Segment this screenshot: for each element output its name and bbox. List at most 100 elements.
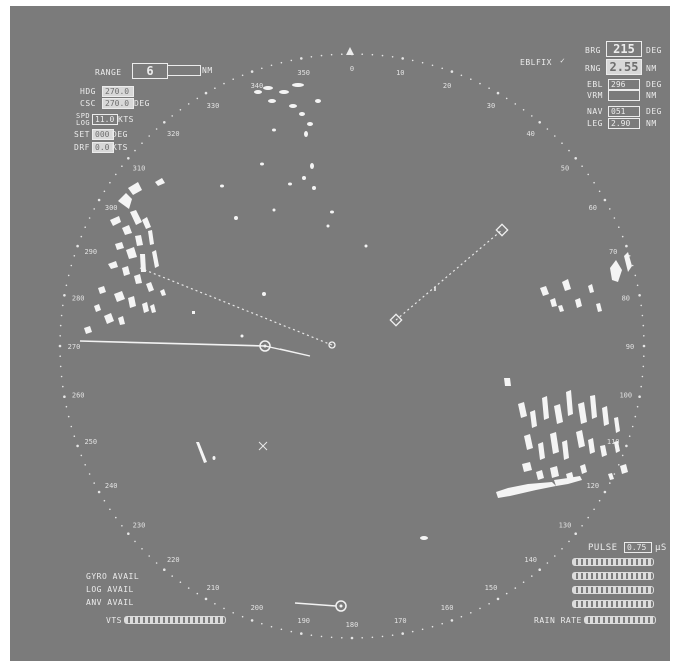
rng-label: RNG xyxy=(585,64,601,73)
radar-scope[interactable]: 0 10 20 30 40 50 60 70 80 90 100 110 120 130 140 150 160… xyxy=(10,6,670,661)
bearing-tick xyxy=(80,235,83,238)
range-secondary-field[interactable] xyxy=(167,65,201,76)
bearing-tick xyxy=(121,165,123,167)
bearing-tick xyxy=(561,142,563,144)
bearing-tick xyxy=(628,435,631,438)
bearing-tick xyxy=(204,91,208,95)
hdg-label: HDG xyxy=(80,87,96,96)
tune-bar[interactable] xyxy=(572,600,654,608)
bearing-tick xyxy=(593,508,595,511)
bearing-tick xyxy=(320,54,323,57)
bearing-tick xyxy=(103,499,106,502)
bearing-tick xyxy=(214,87,216,89)
bearing-tick xyxy=(431,64,434,67)
brg-unit: DEG xyxy=(646,46,662,55)
bearing-tick xyxy=(514,103,517,105)
brg-value-field[interactable]: 215 xyxy=(606,41,642,57)
bearing-tick xyxy=(270,64,273,67)
bearing-label: 130 xyxy=(559,522,572,530)
vts-bar[interactable] xyxy=(124,616,226,624)
bearing-tick xyxy=(59,324,62,327)
range-label: RANGE xyxy=(95,68,122,77)
bearing-tick xyxy=(223,607,225,610)
hdg-value-field[interactable]: 270.0 xyxy=(102,86,134,97)
bearing-tick xyxy=(232,78,234,80)
drf-value-field[interactable]: 0.0 xyxy=(92,142,114,153)
set-value-field[interactable]: 000 xyxy=(92,129,114,140)
bearing-label: 20 xyxy=(443,82,451,90)
bearing-label: 320 xyxy=(167,130,180,138)
bearing-tick xyxy=(223,82,225,85)
gain-bar[interactable] xyxy=(572,558,654,566)
nav-leg-line[interactable] xyxy=(395,229,503,321)
bearing-tick xyxy=(58,344,62,348)
rain-rate-bar[interactable] xyxy=(584,616,656,624)
bearing-tick xyxy=(80,454,83,457)
bearing-tick xyxy=(62,385,64,388)
bearing-tick xyxy=(634,415,637,418)
bearing-tick xyxy=(640,304,642,307)
bearing-tick xyxy=(341,53,343,55)
bearing-tick xyxy=(371,636,374,639)
bearing-label: 310 xyxy=(133,164,146,172)
bearing-tick xyxy=(401,632,405,635)
bearing-label: 30 xyxy=(487,102,495,110)
cursor-origin-icon[interactable] xyxy=(328,341,336,349)
sea-clutter-bar[interactable] xyxy=(572,572,654,580)
bearing-tick xyxy=(250,619,254,622)
target-symbol-icon[interactable] xyxy=(335,600,347,612)
bearing-tick xyxy=(109,181,111,184)
nav-value-field[interactable]: 051 xyxy=(608,106,640,117)
heading-unit: DEG xyxy=(134,99,150,108)
cursor-cross-icon[interactable] xyxy=(258,441,268,451)
heading-line xyxy=(79,340,266,347)
waypoint-marker-icon[interactable] xyxy=(389,223,509,327)
bearing-label: 50 xyxy=(561,164,569,172)
bearing-tick xyxy=(109,508,111,511)
bearing-tick xyxy=(554,135,556,137)
range-value-field[interactable]: 6 xyxy=(132,63,168,79)
rng-value-field[interactable]: 2.55 xyxy=(606,59,642,75)
bearing-tick xyxy=(621,454,624,457)
bearing-label: 180 xyxy=(346,621,359,629)
drf-label: DRF xyxy=(74,143,90,152)
set-unit: DEG xyxy=(112,130,128,139)
bearing-tick xyxy=(470,78,472,80)
ebl-line[interactable] xyxy=(139,267,333,346)
bearing-tick xyxy=(155,562,158,564)
bearing-tick xyxy=(320,635,323,638)
bearing-tick xyxy=(531,115,533,117)
csc-value-field[interactable]: 270.0 xyxy=(102,98,134,109)
target-vector xyxy=(294,602,337,607)
bearing-label: 210 xyxy=(207,584,220,592)
bearing-tick xyxy=(63,395,66,399)
bearing-label: 280 xyxy=(72,295,85,303)
own-ship-icon xyxy=(259,340,271,352)
bearing-tick xyxy=(187,103,190,105)
bearing-label: 350 xyxy=(297,69,310,77)
bearing-tick xyxy=(310,634,313,636)
bearing-tick xyxy=(59,335,61,337)
bearing-label: 200 xyxy=(251,604,264,612)
vrm-value-field[interactable] xyxy=(608,90,640,101)
bearing-label: 110 xyxy=(607,438,620,446)
speed-value-field[interactable]: 11.0 xyxy=(92,114,118,125)
pulse-value-field[interactable]: 0.75 xyxy=(624,542,652,553)
leg-value-field[interactable]: 2.90 xyxy=(608,118,640,129)
bearing-tick xyxy=(330,53,333,56)
bearing-tick xyxy=(381,635,384,638)
pulse-label: PULSE xyxy=(588,543,618,553)
ebl-value-field[interactable]: 296 xyxy=(608,79,640,90)
ebl-fix-label[interactable]: EBLFIX xyxy=(520,58,552,67)
bearing-label: 70 xyxy=(609,248,617,256)
vts-label: VTS xyxy=(106,616,122,625)
bearing-tick xyxy=(642,344,646,348)
rain-clutter-bar[interactable] xyxy=(572,586,654,594)
pulse-unit: μS xyxy=(655,543,667,553)
bearing-label: 270 xyxy=(68,343,81,351)
bearing-tick xyxy=(587,516,589,519)
bearing-label: 340 xyxy=(251,82,264,90)
spd-label: SPD xyxy=(76,112,91,120)
bearing-tick xyxy=(361,53,364,55)
bearing-tick xyxy=(488,603,490,605)
